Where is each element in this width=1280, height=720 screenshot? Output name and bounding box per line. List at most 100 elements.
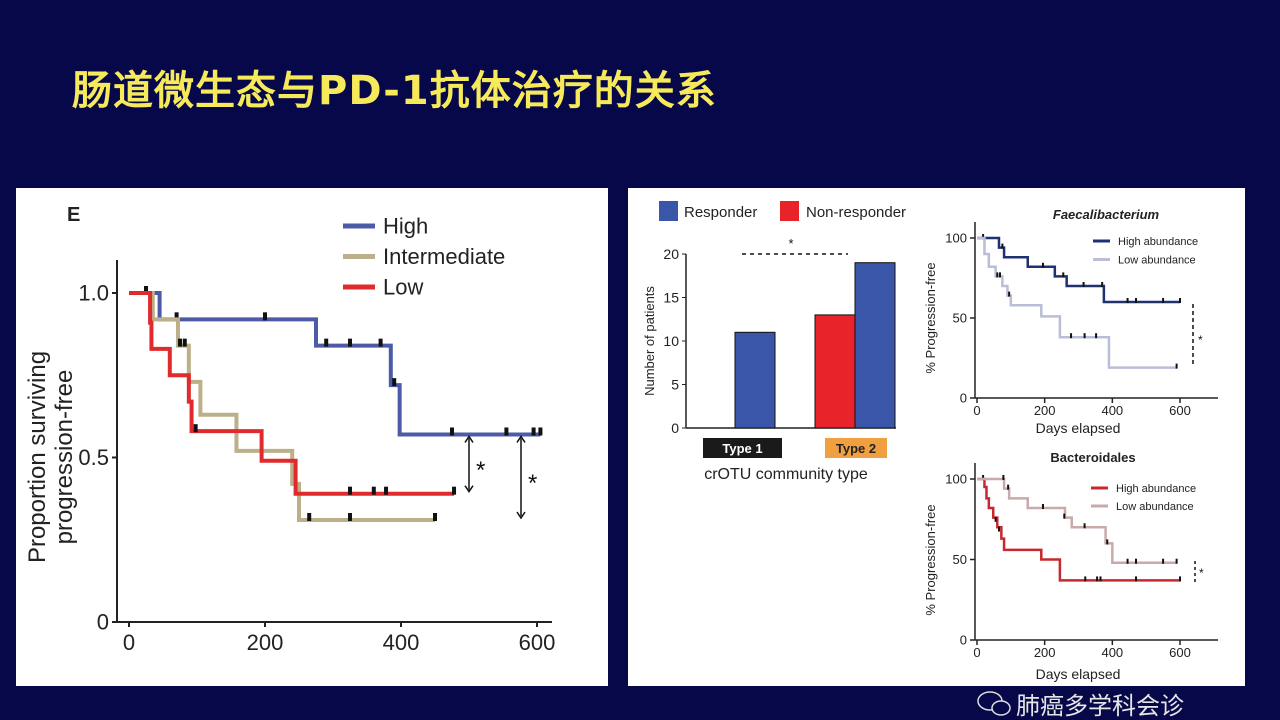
- censor-mark: [182, 338, 187, 347]
- censor-mark: [450, 427, 454, 436]
- slide-title: 肠道微生态与PD-1抗体治疗的关系: [72, 68, 717, 114]
- censor-mark: [1008, 291, 1011, 297]
- legend-label: Responder: [684, 204, 757, 221]
- y-tick-label: 50: [953, 552, 967, 567]
- y-tick-label: 0.5: [78, 445, 109, 470]
- censor-mark: [1002, 475, 1005, 480]
- legend-label: High abundance: [1116, 483, 1196, 495]
- censor-mark: [378, 338, 383, 347]
- chart-title: Bacteroidales: [1050, 450, 1135, 465]
- censor-mark: [1041, 503, 1044, 509]
- y-axis-label: Proportion surviving: [24, 351, 51, 563]
- right-figure-panel: [628, 188, 1245, 686]
- chart-title: Faecalibacterium: [1053, 207, 1160, 222]
- km-curve-high-abundance: [977, 477, 1180, 582]
- censor-mark: [1101, 282, 1104, 287]
- y-tick-label: 100: [945, 231, 967, 246]
- significance-star: *: [1198, 333, 1203, 347]
- censor-mark: [1070, 333, 1073, 339]
- panel-label: E: [67, 204, 80, 226]
- left-figure-panel: [16, 188, 608, 686]
- category-badge: [703, 438, 782, 458]
- censor-mark: [1162, 558, 1165, 564]
- km-curve-intermediate: [129, 291, 435, 523]
- censor-mark: [1179, 298, 1181, 303]
- censor-mark: [433, 513, 437, 522]
- x-tick-label: 0: [973, 645, 980, 660]
- legend-label: Low: [383, 275, 423, 300]
- legend-label: Low abundance: [1118, 254, 1196, 266]
- category-badge: [825, 438, 887, 458]
- y-tick-label: 0: [671, 420, 679, 436]
- significance-star: *: [788, 236, 793, 251]
- x-tick-label: 400: [1101, 645, 1123, 660]
- censor-mark: [538, 427, 543, 436]
- category-label: Type 1: [722, 441, 762, 456]
- y-axis-label: % Progression-free: [923, 504, 938, 615]
- x-tick-label: 200: [1034, 645, 1056, 660]
- censor-mark: [1135, 558, 1138, 564]
- x-tick-label: 600: [1169, 645, 1191, 660]
- censor-mark: [371, 486, 376, 495]
- x-tick-label: 0: [123, 630, 135, 655]
- wechat-logo-icon: [991, 700, 1011, 716]
- y-tick-label: 50: [953, 311, 967, 326]
- censor-mark: [999, 272, 1002, 278]
- censor-mark: [1041, 262, 1044, 268]
- y-tick-label: 10: [663, 333, 679, 349]
- censor-mark: [1007, 484, 1010, 490]
- censor-mark: [1083, 333, 1086, 339]
- x-tick-label: 400: [1101, 403, 1123, 418]
- x-tick-label: 400: [383, 630, 420, 655]
- censor-mark: [348, 486, 352, 495]
- censor-mark: [193, 424, 198, 433]
- legend-label: Non-responder: [806, 204, 906, 221]
- y-tick-label: 0: [97, 610, 109, 635]
- legend-label: High abundance: [1118, 236, 1198, 248]
- y-tick-label: 0: [960, 391, 967, 406]
- arrow-head-icon: [464, 435, 474, 443]
- censor-mark: [997, 526, 1000, 532]
- bar-non-responder-type-2: [814, 314, 856, 429]
- watermark-text: 肺癌多学科会诊: [1016, 693, 1184, 720]
- censor-mark: [982, 234, 985, 239]
- y-tick-label: 1.0: [78, 281, 109, 306]
- censor-mark: [1126, 298, 1129, 303]
- censor-mark: [504, 427, 509, 436]
- censor-mark: [1063, 513, 1066, 519]
- x-tick-label: 200: [247, 630, 284, 655]
- censor-mark: [1099, 576, 1102, 582]
- censor-mark: [1106, 539, 1109, 545]
- censor-mark: [348, 338, 352, 347]
- censor-mark: [1096, 576, 1099, 582]
- legend-label: High: [383, 214, 428, 239]
- x-tick-label: 200: [1034, 403, 1056, 418]
- y-tick-label: 15: [663, 290, 679, 306]
- legend-swatch: [659, 201, 678, 221]
- censor-mark: [392, 378, 397, 387]
- censor-mark: [982, 475, 985, 480]
- x-axis-label: crOTU community type: [704, 466, 868, 483]
- censor-mark: [178, 338, 182, 347]
- censor-mark: [144, 286, 148, 294]
- legend-swatch: [780, 201, 799, 221]
- censor-mark: [1135, 576, 1138, 582]
- km-curve-low: [129, 291, 455, 496]
- censor-mark: [1062, 272, 1065, 278]
- censor-mark: [1175, 363, 1178, 369]
- censor-mark: [531, 427, 536, 436]
- y-axis-label: % Progression-free: [923, 262, 938, 373]
- x-axis-label: Days elapsed: [1036, 420, 1121, 436]
- censor-mark: [384, 486, 389, 495]
- km-curve-low-abundance: [977, 236, 1177, 369]
- x-tick-label: 0: [973, 403, 980, 418]
- bar-responder-type-2: [854, 262, 896, 429]
- y-tick-label: 100: [945, 472, 967, 487]
- legend-label: Low abundance: [1116, 501, 1194, 513]
- km-curve-high-abundance: [977, 236, 1180, 304]
- y-axis-label: progression-free: [51, 370, 78, 545]
- censor-mark: [1179, 576, 1181, 582]
- censor-mark: [452, 486, 457, 495]
- censor-mark: [1084, 576, 1087, 582]
